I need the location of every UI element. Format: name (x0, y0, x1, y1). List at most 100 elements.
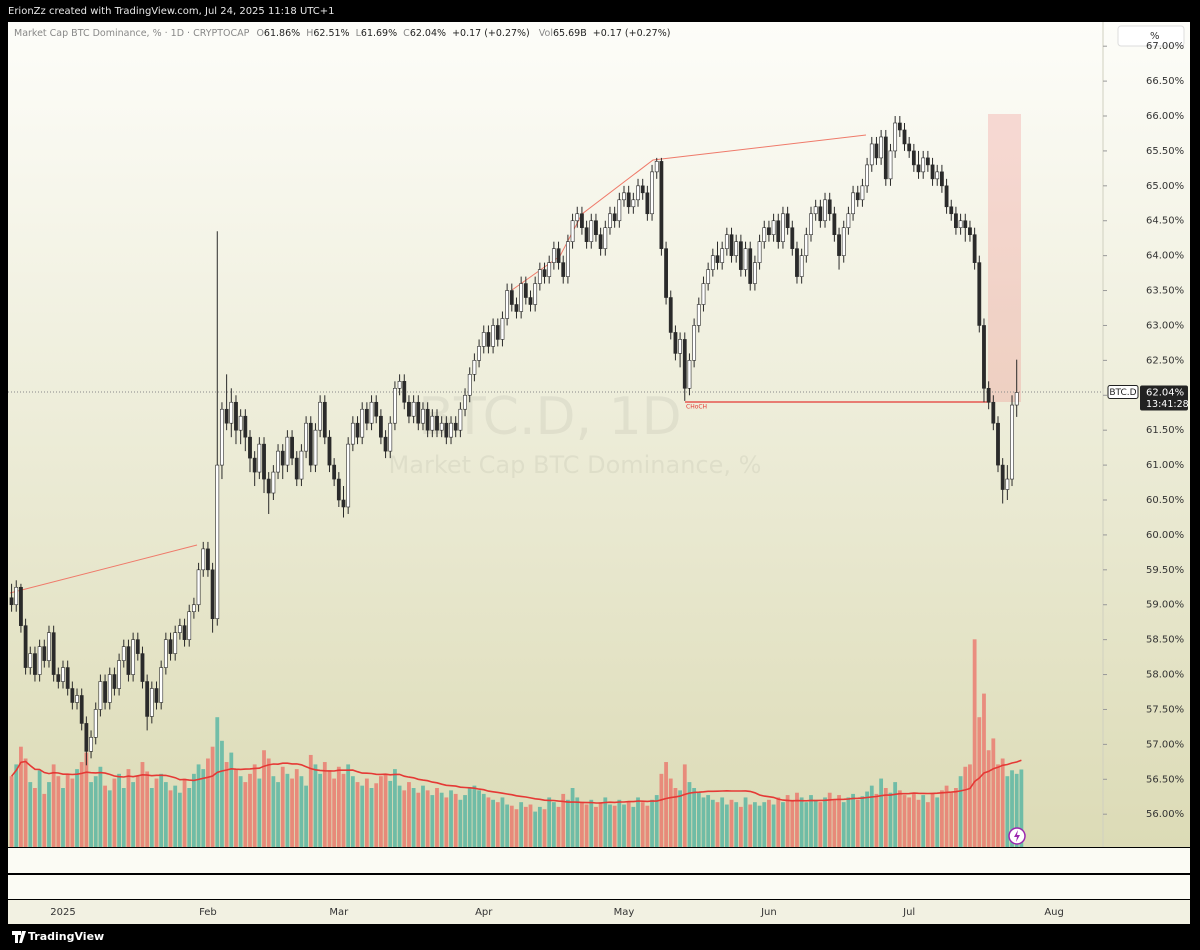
candle-body (173, 632, 178, 654)
volume-bar (37, 770, 42, 847)
time-axis-labels: 2025 Feb Mar Apr May Jun Jul Aug (50, 907, 1064, 918)
volume-bar (706, 795, 711, 847)
volume-bar (762, 802, 767, 847)
candle-body (210, 569, 215, 619)
candle-body (776, 220, 781, 242)
x-tick-label: Mar (329, 907, 349, 918)
volume-bar (477, 790, 481, 847)
volume-bar (949, 792, 954, 847)
volume-bar (940, 790, 944, 847)
candle-body (804, 234, 809, 256)
candle-body (902, 129, 907, 145)
y-tick-label: 57.50% (1146, 704, 1184, 715)
x-tick-label: Aug (1044, 907, 1064, 918)
candle-body (673, 332, 678, 354)
volume-bar (813, 799, 818, 847)
candle-body (500, 318, 505, 340)
volume-bar (215, 717, 220, 847)
volume-bar (589, 799, 594, 847)
candle-body (827, 199, 832, 215)
candle-body (313, 429, 318, 466)
volume-bar (379, 776, 383, 847)
volume-bar (968, 764, 972, 847)
volume-bar (519, 802, 524, 847)
candle-body (547, 262, 552, 277)
volume-bar (112, 778, 117, 847)
volume-bar (580, 802, 584, 847)
candle-body (762, 227, 767, 242)
volume-bar (944, 785, 949, 847)
candle-body (954, 213, 958, 229)
candle-body (397, 381, 402, 389)
candle-body (724, 234, 729, 249)
scale-button-label[interactable]: % (1150, 31, 1160, 42)
candle-body (757, 241, 762, 263)
volume-bar (140, 762, 145, 847)
volume-bar (860, 796, 865, 847)
candle-body (767, 227, 771, 235)
volume-bar (103, 785, 107, 847)
volume-bar (664, 762, 668, 847)
volume-bar (346, 764, 351, 847)
candle-body (631, 199, 636, 208)
legend-field-value: 62.04% (410, 28, 446, 39)
volume-bar (234, 769, 238, 847)
candle-body (262, 443, 266, 480)
volume-bar (276, 782, 280, 847)
volume-bar (238, 776, 243, 847)
candle-body (177, 625, 182, 633)
volume-bar (192, 773, 196, 847)
volume-bar (117, 773, 121, 847)
candle-body (1000, 464, 1005, 490)
y-tick-label: 66.00% (1146, 111, 1184, 122)
y-tick-label: 65.00% (1146, 181, 1184, 192)
scale-button[interactable] (1117, 25, 1185, 47)
volume-bar (79, 762, 84, 847)
volume-bar (75, 769, 79, 847)
candle-body (818, 206, 823, 222)
candle-body (580, 213, 584, 229)
candle-body (336, 478, 341, 501)
legend-vol-change: +0.17 (+0.27%) (593, 28, 671, 39)
y-tick-label: 58.50% (1146, 635, 1184, 646)
candle-body (322, 401, 327, 438)
volume-bar (954, 788, 958, 847)
candle-body (388, 422, 393, 452)
candle-body (121, 646, 126, 661)
alert-icon-bolt (1014, 830, 1020, 842)
candle-body (556, 248, 561, 263)
volume-bar (313, 764, 318, 847)
candle-body (192, 604, 196, 613)
volume-bar (776, 797, 781, 847)
candle-body (467, 374, 472, 396)
volume-bar (650, 799, 654, 847)
volume-bar (1010, 770, 1014, 847)
candle-body (608, 213, 612, 229)
volume-bar (682, 764, 687, 847)
legend-field-value: 62.51% (313, 28, 349, 39)
candle-body (551, 248, 556, 263)
candle-body (687, 360, 692, 389)
volume-bar (220, 740, 224, 847)
volume-bar (402, 790, 407, 847)
candle-body (294, 457, 299, 480)
y-tick-label: 56.00% (1146, 809, 1184, 820)
volume-bar (416, 792, 421, 847)
volume-bar (70, 778, 75, 847)
candle-body (752, 262, 757, 284)
candle-body (229, 401, 234, 424)
volume-bar (341, 773, 346, 847)
candle-body (781, 213, 785, 242)
candle-body (439, 422, 444, 431)
candle-body (907, 143, 912, 152)
legend: Market Cap BTC Dominance, % · 1D · CRYPT… (14, 28, 670, 39)
volume-bar (89, 782, 93, 847)
volume-bar (977, 717, 982, 847)
candle-body (84, 723, 89, 752)
volume-bar (986, 750, 991, 847)
volume-bar (668, 778, 673, 847)
legend-change: +0.17 (+0.27%) (452, 28, 530, 39)
volume-bar (729, 799, 734, 847)
volume-bar (463, 795, 467, 847)
